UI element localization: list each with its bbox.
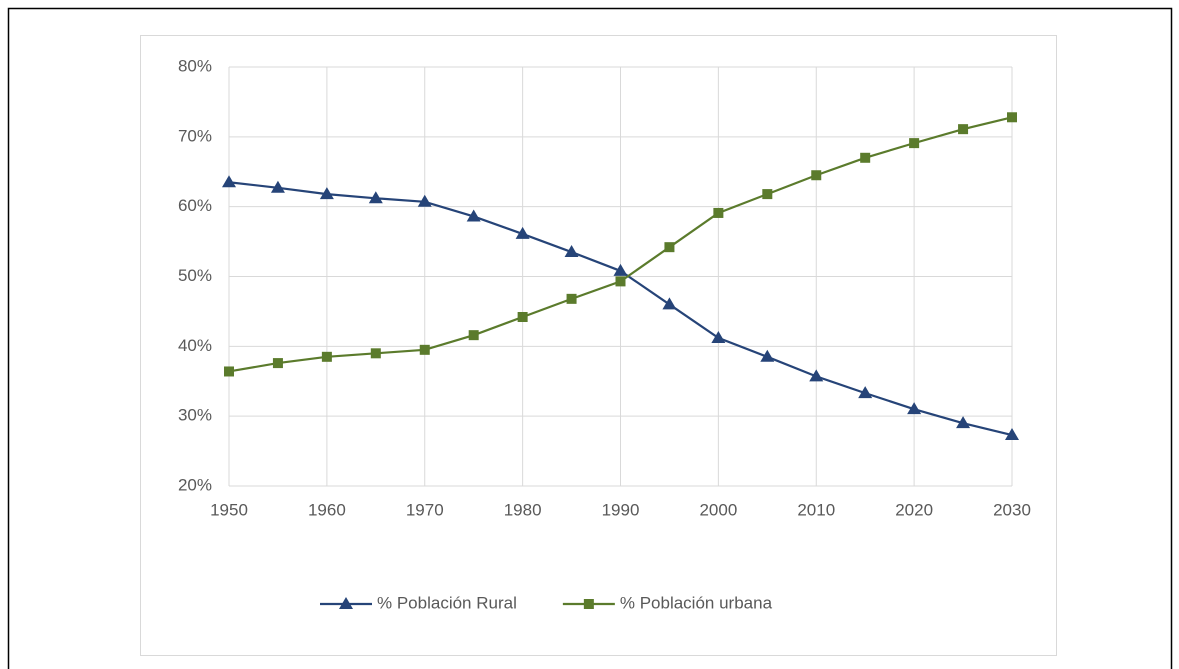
y-tick-label: 40% xyxy=(178,336,212,355)
plot xyxy=(222,112,1019,441)
marker xyxy=(222,175,236,188)
marker xyxy=(809,369,824,382)
x-tick-label: 2020 xyxy=(895,500,933,519)
marker xyxy=(224,366,234,377)
x-tick-label: 1980 xyxy=(504,500,542,519)
marker xyxy=(339,597,353,609)
marker xyxy=(270,180,285,193)
marker xyxy=(417,194,432,207)
marker xyxy=(368,191,383,204)
chart-area xyxy=(140,35,1057,656)
marker xyxy=(319,187,334,200)
marker xyxy=(713,207,724,218)
marker xyxy=(566,293,577,304)
marker xyxy=(466,209,481,222)
marker xyxy=(468,330,479,341)
outer-frame xyxy=(7,7,1173,669)
marker xyxy=(321,351,332,362)
marker xyxy=(664,242,675,253)
marker xyxy=(909,138,920,149)
marker xyxy=(762,189,773,200)
marker xyxy=(272,358,283,369)
x-tick-label: 2010 xyxy=(797,500,835,519)
marker xyxy=(564,245,579,258)
marker xyxy=(615,276,626,287)
x-tick-label: 1950 xyxy=(210,500,248,519)
y-tick-label: 80% xyxy=(178,56,212,75)
marker xyxy=(370,348,381,359)
x-tick-label: 1990 xyxy=(602,500,640,519)
marker xyxy=(662,297,677,310)
marker xyxy=(613,263,628,276)
y-tick-label: 30% xyxy=(178,406,212,425)
marker xyxy=(811,170,822,181)
x-tick-label: 2030 xyxy=(993,500,1031,519)
marker xyxy=(711,330,726,343)
marker xyxy=(583,599,594,609)
y-tick-label: 70% xyxy=(178,126,212,145)
x-tick-label: 1970 xyxy=(406,500,444,519)
marker xyxy=(1007,112,1017,123)
marker xyxy=(515,226,530,239)
grid: 20% 30% 40% 50% 60% 70% 80% 1950 1960 1970 1980 199… xyxy=(178,56,1031,519)
y-tick-label: 60% xyxy=(178,196,212,215)
legend: % Población Rural % Población urbana xyxy=(320,593,773,612)
legend-label: % Población urbana xyxy=(620,593,773,612)
marker xyxy=(858,386,873,399)
marker xyxy=(760,349,775,362)
legend-label: % Población Rural xyxy=(377,593,517,612)
marker xyxy=(419,344,430,355)
marker xyxy=(958,124,969,135)
marker xyxy=(956,416,971,429)
x-tick-label: 1960 xyxy=(308,500,346,519)
marker xyxy=(907,402,922,415)
marker xyxy=(860,152,871,163)
y-tick-label: 20% xyxy=(178,475,212,494)
x-tick-label: 2000 xyxy=(699,500,737,519)
marker xyxy=(1005,428,1019,441)
y-tick-label: 50% xyxy=(178,266,212,285)
marker xyxy=(517,312,528,323)
